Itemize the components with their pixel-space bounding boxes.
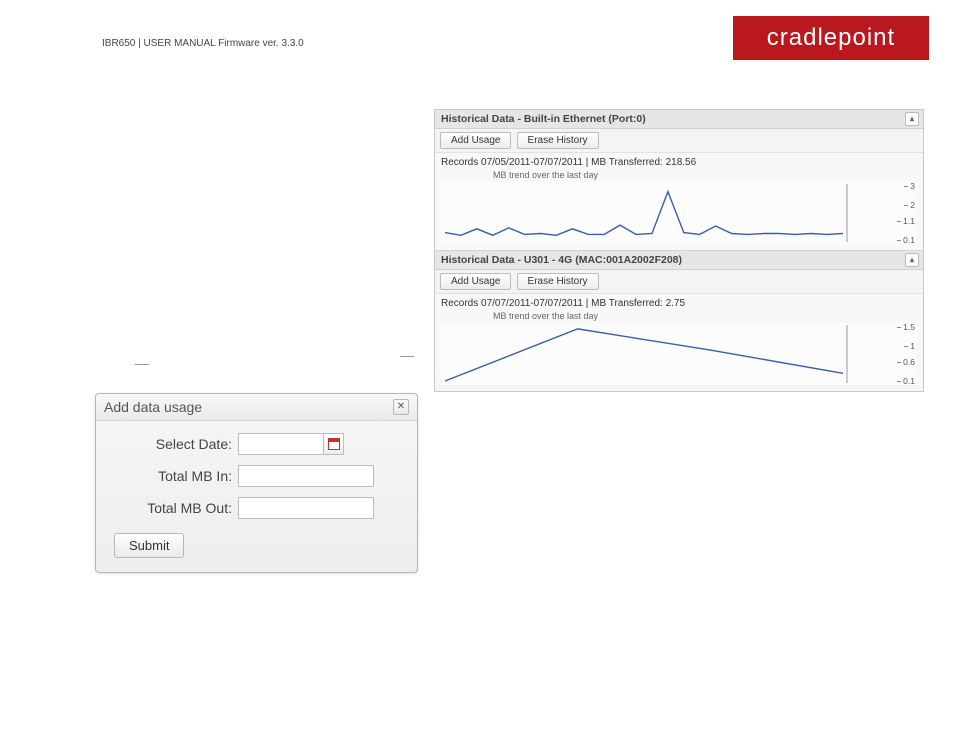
chart-svg (441, 182, 881, 244)
y-tick-label: 3 (910, 181, 915, 191)
panel-toolbar: Add Usage Erase History (435, 270, 923, 294)
trend-chart: 3 2 1.1 0.1 (441, 182, 917, 244)
panel-header[interactable]: Historical Data - Built-in Ethernet (Por… (435, 110, 923, 129)
close-icon[interactable]: ✕ (393, 399, 409, 415)
add-data-usage-dialog: Add data usage ✕ Select Date: Total MB I… (95, 393, 418, 573)
select-date-label: Select Date: (100, 436, 238, 452)
chart-subtitle: MB trend over the last day (435, 311, 923, 323)
decorative-mark (135, 364, 149, 365)
dialog-title: Add data usage (104, 399, 202, 415)
total-mb-in-input[interactable] (238, 465, 374, 487)
date-input-wrap (238, 433, 344, 455)
form-row-mb-out: Total MB Out: (100, 497, 405, 519)
historical-panel-ethernet: Historical Data - Built-in Ethernet (Por… (435, 110, 923, 251)
date-picker-trigger[interactable] (324, 433, 344, 455)
y-tick-label: 0.1 (903, 376, 915, 386)
y-tick-label: 2 (910, 200, 915, 210)
chart-subtitle: MB trend over the last day (435, 170, 923, 182)
decorative-mark (400, 356, 414, 357)
records-summary: Records 07/07/2011-07/07/2011 | MB Trans… (435, 294, 923, 311)
y-tick-label: 1 (910, 341, 915, 351)
collapse-icon[interactable]: ▴ (905, 112, 919, 126)
y-tick-label: 0.6 (903, 357, 915, 367)
form-row-date: Select Date: (100, 433, 405, 455)
erase-history-button[interactable]: Erase History (517, 273, 599, 290)
dialog-body: Select Date: Total MB In: Total MB Out: … (96, 421, 417, 572)
brand-badge: cradlepoint (733, 16, 929, 60)
calendar-icon (328, 438, 340, 450)
panel-toolbar: Add Usage Erase History (435, 129, 923, 153)
panel-header[interactable]: Historical Data - U301 - 4G (MAC:001A200… (435, 251, 923, 270)
collapse-icon[interactable]: ▴ (905, 253, 919, 267)
y-axis-labels: 1.5 1 0.6 0.1 (887, 323, 915, 385)
submit-button[interactable]: Submit (114, 533, 184, 558)
historical-data-container: Historical Data - Built-in Ethernet (Por… (434, 109, 924, 392)
form-row-mb-in: Total MB In: (100, 465, 405, 487)
select-date-input[interactable] (238, 433, 324, 455)
panel-title: Historical Data - U301 - 4G (MAC:001A200… (441, 254, 682, 266)
historical-panel-u301: Historical Data - U301 - 4G (MAC:001A200… (435, 251, 923, 385)
panel-title: Historical Data - Built-in Ethernet (Por… (441, 113, 646, 125)
manual-header: IBR650 | USER MANUAL Firmware ver. 3.3.0 (102, 38, 304, 49)
add-usage-button[interactable]: Add Usage (440, 273, 511, 290)
erase-history-button[interactable]: Erase History (517, 132, 599, 149)
total-mb-in-label: Total MB In: (100, 468, 238, 484)
total-mb-out-label: Total MB Out: (100, 500, 238, 516)
dialog-titlebar[interactable]: Add data usage ✕ (96, 394, 417, 421)
trend-chart: 1.5 1 0.6 0.1 (441, 323, 917, 385)
y-tick-label: 0.1 (903, 235, 915, 245)
y-tick-label: 1.1 (903, 216, 915, 226)
y-tick-label: 1.5 (903, 322, 915, 332)
y-axis-labels: 3 2 1.1 0.1 (887, 182, 915, 244)
records-summary: Records 07/05/2011-07/07/2011 | MB Trans… (435, 153, 923, 170)
chart-svg (441, 323, 881, 385)
add-usage-button[interactable]: Add Usage (440, 132, 511, 149)
total-mb-out-input[interactable] (238, 497, 374, 519)
